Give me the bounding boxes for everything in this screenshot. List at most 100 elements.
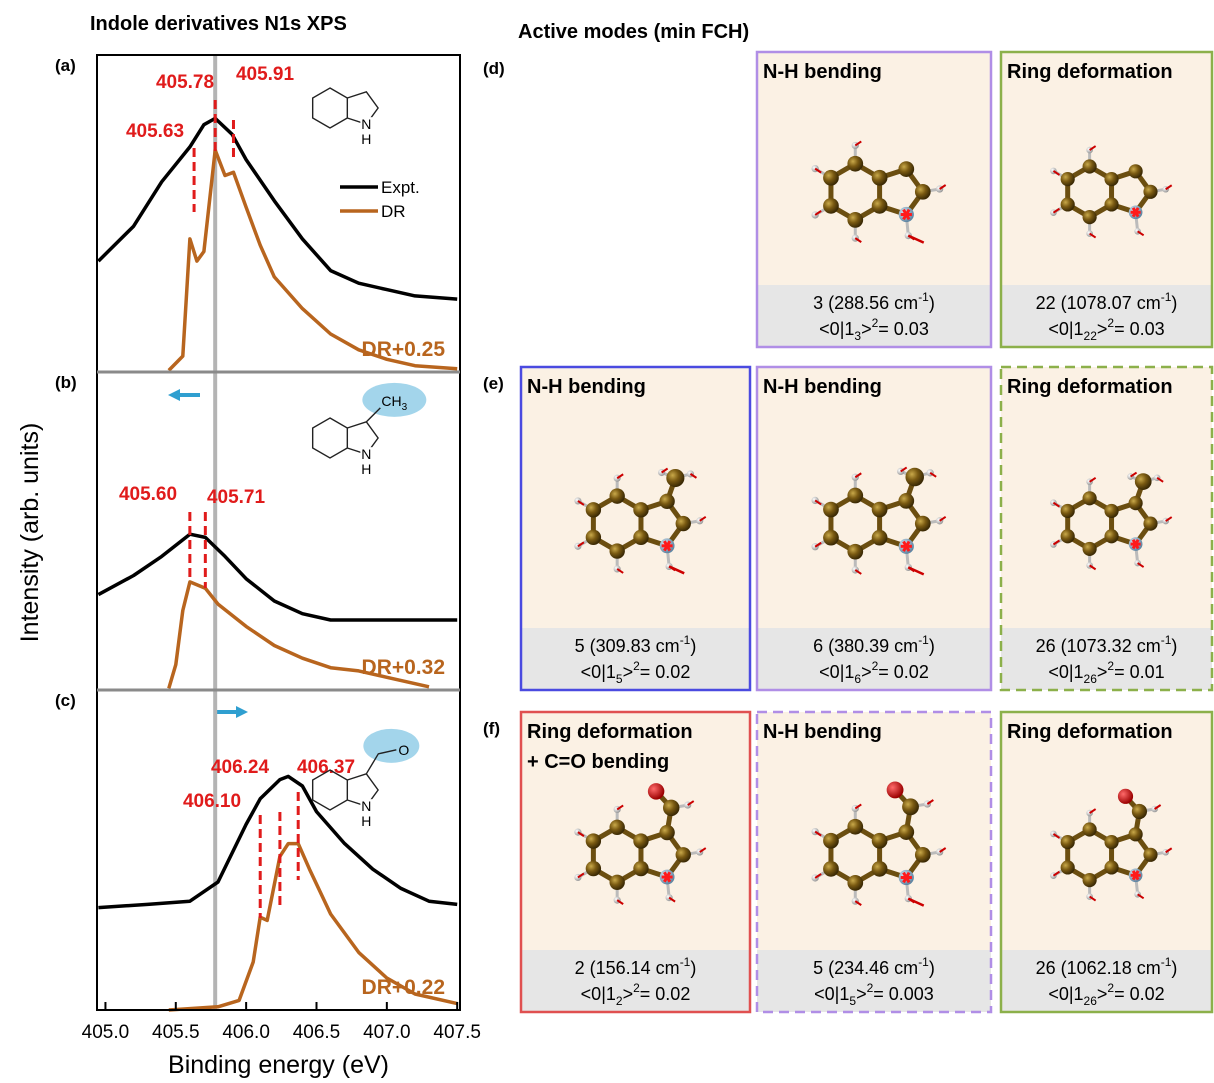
carbon xyxy=(915,184,931,200)
row-label: (f) xyxy=(483,719,500,738)
mode-title: N-H bending xyxy=(763,721,882,743)
caption-part: 2 (156.14 cm xyxy=(575,958,680,978)
structure-label: O xyxy=(398,742,409,758)
carbon xyxy=(586,502,601,517)
peak-label: 406.10 xyxy=(183,791,241,812)
caption-part: ) xyxy=(1171,958,1177,978)
caption-part: <0|1 xyxy=(581,984,616,1004)
carbon xyxy=(823,861,839,877)
carbon xyxy=(872,198,888,214)
caption-part: = 0.02 xyxy=(878,662,929,682)
series-line xyxy=(98,534,457,620)
panel-label: (c) xyxy=(55,691,76,710)
peak-label: 405.60 xyxy=(119,484,177,505)
x-tick-label: 407.0 xyxy=(363,1022,411,1043)
caption-part: 5 (234.46 cm xyxy=(813,958,918,978)
carbon xyxy=(1061,860,1075,874)
carbon xyxy=(1104,172,1118,186)
caption-part: ) xyxy=(690,958,696,978)
carbon xyxy=(633,530,648,545)
offset-label: DR+0.22 xyxy=(362,976,445,999)
row-label: (e) xyxy=(483,374,504,393)
atom xyxy=(902,798,919,815)
caption-part: ) xyxy=(929,958,935,978)
carbon xyxy=(676,847,691,862)
caption-part: -1 xyxy=(1161,633,1172,647)
caption-part: = 0.01 xyxy=(1114,662,1165,682)
row-label: (d) xyxy=(483,59,505,78)
caption-part: = 0.03 xyxy=(878,319,929,339)
peak-label: 406.24 xyxy=(211,757,270,778)
mode-title: Ring deformation xyxy=(1007,61,1173,83)
carbon xyxy=(898,493,914,509)
atom xyxy=(663,800,679,816)
carbon xyxy=(872,833,888,849)
structure-label: N xyxy=(361,116,371,132)
carbon xyxy=(915,516,931,532)
carbon xyxy=(633,833,648,848)
carbon xyxy=(847,819,863,835)
carbon xyxy=(1061,835,1075,849)
carbon xyxy=(872,170,888,186)
offset-label: DR+0.32 xyxy=(362,656,445,679)
caption-part: ) xyxy=(929,636,935,656)
carbon xyxy=(633,861,648,876)
carbon xyxy=(609,820,624,835)
caption-part: -1 xyxy=(918,290,929,304)
carbon xyxy=(1083,159,1097,173)
peak-label: 405.78 xyxy=(156,72,214,93)
caption-part: 26 (1073.32 cm xyxy=(1036,636,1161,656)
caption-part: <0|1 xyxy=(581,662,616,682)
carbon xyxy=(1143,848,1157,862)
mode-title: N-H bending xyxy=(763,61,882,83)
structure-label: CH xyxy=(381,393,401,409)
caption-part: 22 (1078.07 cm xyxy=(1036,293,1161,313)
mode-title: N-H bending xyxy=(763,376,882,398)
caption-part: -1 xyxy=(680,633,691,647)
carbon xyxy=(586,530,601,545)
peak-label: 406.37 xyxy=(297,757,355,778)
atom xyxy=(905,468,924,487)
carbon xyxy=(1083,873,1097,887)
mode-frequency: 5 (234.46 cm-1) xyxy=(813,955,935,978)
structure-label: H xyxy=(361,131,371,147)
caption-part: <0|1 xyxy=(1048,662,1083,682)
caption-part: = 0.02 xyxy=(640,984,691,1004)
mode-frequency: 2 (156.14 cm-1) xyxy=(575,955,697,978)
mode-frequency: 6 (380.39 cm-1) xyxy=(813,633,935,656)
peak-label: 405.91 xyxy=(236,64,295,85)
carbon xyxy=(898,161,914,177)
mode-title: Ring deformation xyxy=(527,721,693,743)
x-tick-label: 407.5 xyxy=(433,1022,481,1043)
carbon xyxy=(633,502,648,517)
carbon xyxy=(1083,822,1097,836)
mode-frequency: 3 (288.56 cm-1) xyxy=(813,290,935,313)
caption-part: 6 (380.39 cm xyxy=(813,636,918,656)
carbon xyxy=(1083,542,1097,556)
plot-title: Indole derivatives N1s XPS xyxy=(90,13,347,35)
carbon xyxy=(1083,491,1097,505)
carbon xyxy=(1129,827,1143,841)
shift-arrow xyxy=(168,389,248,718)
carbon xyxy=(823,170,839,186)
carbon xyxy=(1104,197,1118,211)
legend-label: Expt. xyxy=(381,178,420,197)
caption-part: -1 xyxy=(918,955,929,969)
panel-label: (a) xyxy=(55,56,76,75)
caption-part: -1 xyxy=(680,955,691,969)
caption-part: 22 xyxy=(1084,329,1098,343)
peak-label: 405.63 xyxy=(126,121,184,142)
carbon xyxy=(659,494,674,509)
carbon xyxy=(823,833,839,849)
carbon xyxy=(609,543,624,558)
carbon xyxy=(872,502,888,518)
carbon xyxy=(872,530,888,546)
caption-part: <0|1 xyxy=(1048,319,1083,339)
structure-label: 3 xyxy=(402,402,408,413)
mode-title: N-H bending xyxy=(527,376,646,398)
highlight xyxy=(363,729,419,763)
carbon xyxy=(1129,164,1143,178)
caption-part: <0|1 xyxy=(819,662,854,682)
caption-part: > xyxy=(1097,984,1108,1004)
carbon xyxy=(1104,529,1118,543)
